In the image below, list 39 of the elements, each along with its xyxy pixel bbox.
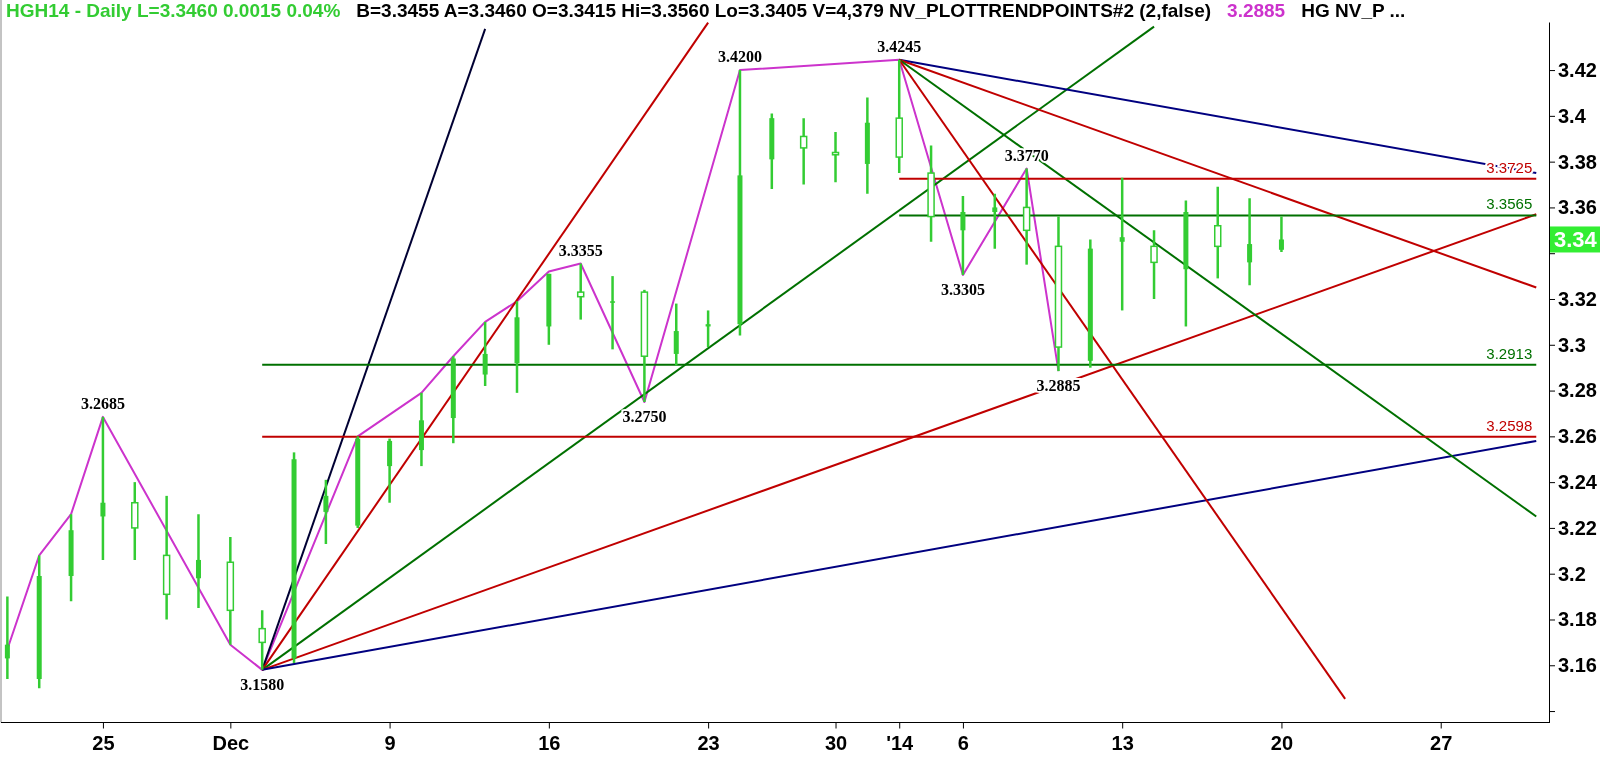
x-tick-label: 23 — [697, 731, 720, 754]
annotation: 3.1580 — [240, 675, 285, 693]
chart-subtitle: B=3.3455 A=3.3460 O=3.3415 Hi=3.3560 Lo=3.3405 V=4,379 NV_PLOTTRENDPOINTS#2 (2,false) — [356, 0, 1212, 21]
y-tick-label: 3.32 — [1558, 287, 1597, 310]
x-tick-label: 20 — [1270, 731, 1294, 754]
y-tick-label: 3.28 — [1558, 379, 1597, 402]
y-tick-label: 3.18 — [1558, 608, 1597, 631]
x-tick-label: 9 — [384, 731, 396, 754]
series-label: 3.2598 — [1486, 416, 1533, 434]
y-tick-label: 3.26 — [1558, 425, 1597, 448]
annotation: 3.3305 — [940, 280, 985, 298]
y-tick-label: 3.22 — [1558, 516, 1597, 539]
x-tick-label: 27 — [1430, 731, 1453, 754]
y-tick-label: 3.16 — [1558, 654, 1597, 677]
series-label: 3.3565 — [1486, 195, 1533, 213]
y-tick-label: 3.4 — [1558, 104, 1587, 127]
annotation: 3.2750 — [622, 408, 667, 426]
y-tick-label: 3.3 — [1558, 333, 1586, 356]
text: 3.34 — [1554, 227, 1598, 253]
annotation: 3.4200 — [717, 48, 762, 66]
x-tick-label: 25 — [92, 731, 115, 754]
annotation: 3.2685 — [80, 394, 125, 412]
chart-title: HGH14 - Daily L=3.3460 0.0015 0.04% — [6, 0, 341, 21]
x-tick-label: '14 — [886, 731, 915, 754]
x-tick-label: Dec — [212, 731, 250, 754]
text: 3.2885 — [1227, 0, 1286, 21]
y-tick-label: 3.42 — [1558, 58, 1597, 81]
y-tick-label: 3.36 — [1558, 196, 1597, 219]
x-tick-label: 16 — [538, 731, 561, 754]
series-label: 3.2913 — [1486, 344, 1533, 362]
text: HG NV_P ... — [1301, 0, 1406, 21]
x-tick-label: 30 — [824, 731, 848, 754]
x-tick-label: 13 — [1111, 731, 1134, 754]
y-tick-label: 3.24 — [1558, 471, 1598, 494]
annotation: 3.3355 — [558, 241, 603, 259]
x-tick-label: 6 — [957, 731, 969, 754]
y-tick-label: 3.2 — [1558, 562, 1586, 585]
annotation: 3.4245 — [877, 37, 922, 55]
y-tick-label: 3.38 — [1558, 150, 1597, 173]
